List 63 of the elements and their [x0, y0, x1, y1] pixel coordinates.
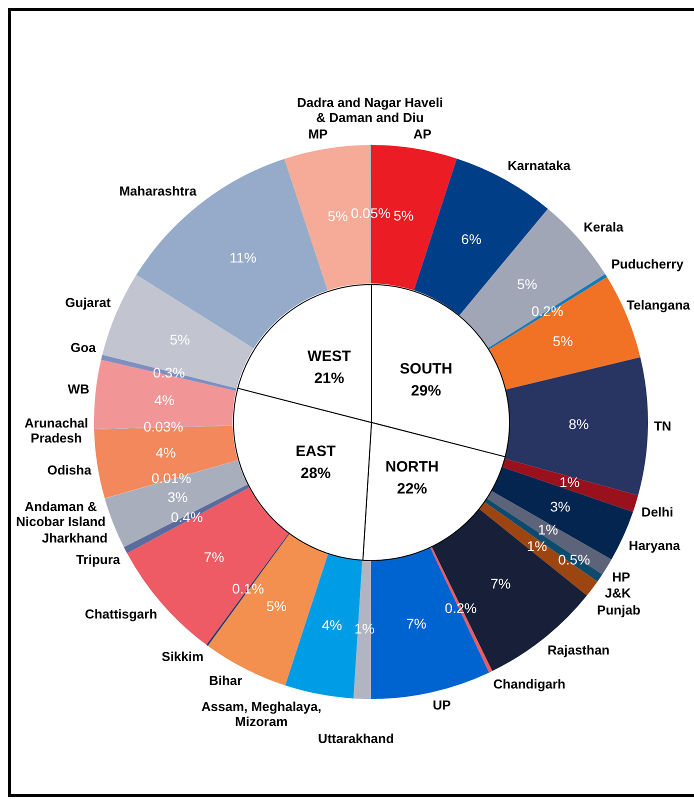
data-label: 28% [300, 464, 330, 482]
slice-label: Telangana [626, 298, 691, 313]
slice-label: WB [68, 381, 90, 396]
slice-label: Punjab [597, 602, 640, 618]
slice-label: Kerala [584, 219, 624, 234]
slice-label: Tripura [76, 552, 121, 568]
data-label: 3% [550, 498, 570, 515]
data-label: 5% [170, 331, 190, 348]
data-label: 5% [393, 208, 414, 224]
slice-label: MP [308, 126, 328, 142]
data-label: 4% [156, 444, 176, 461]
data-label: 5% [328, 208, 348, 224]
data-label: 0.2% [531, 303, 564, 320]
slice-label: Assam, Meghalaya, Mizoram [201, 699, 322, 730]
data-label: 0.03% [143, 418, 184, 434]
slice-label: Bihar [208, 673, 242, 688]
slice-label: UP [432, 697, 452, 712]
slice-label: Sikkim [162, 649, 204, 664]
slice-label: Chattisgarh [84, 606, 158, 622]
slice-label: Goa [70, 340, 97, 355]
data-label: 21% [314, 370, 344, 387]
data-label: 22% [396, 480, 427, 497]
slice-label: Uttarakhand [318, 730, 394, 746]
slice-label: SOUTH [399, 360, 452, 377]
data-label: 6% [461, 230, 482, 247]
slice-label: Arunachal Pradesh [24, 415, 88, 446]
slice-label: Delhi [641, 504, 674, 520]
data-label: 5% [516, 276, 538, 292]
data-label: 5% [552, 333, 573, 350]
data-label: 1% [526, 538, 548, 554]
slice-label: Dadra and Nagar Haveli & Daman and Diu [297, 95, 443, 126]
data-label: 7% [490, 575, 511, 592]
data-label: 7% [406, 616, 426, 632]
data-label: 0.4% [170, 509, 203, 526]
slice-label: AP [413, 126, 432, 142]
data-label: 1% [538, 522, 558, 538]
data-label: 4% [322, 616, 342, 633]
slice-label: Haryana [628, 538, 681, 553]
data-label: 4% [154, 392, 174, 408]
slice-label: J&K [604, 585, 632, 600]
slice-label: Chandigarh [493, 676, 566, 692]
slice-label: Maharashtra [119, 183, 198, 198]
data-label: 0.5% [558, 551, 590, 568]
slice-label: Jharkhand [42, 530, 108, 546]
slice-label: EAST [295, 442, 336, 460]
data-label: 29% [410, 382, 441, 399]
slice-label: HP [612, 569, 630, 584]
data-label: 5% [266, 598, 287, 614]
data-label: 8% [568, 416, 589, 432]
slice-label: Rajasthan [547, 642, 610, 658]
slice-label: Odisha [47, 462, 92, 478]
slice-label: Gujarat [65, 295, 112, 310]
slice-label: TN [654, 418, 672, 434]
data-label: 3% [168, 488, 188, 505]
slice-label: Karnataka [508, 158, 572, 174]
slice-label: Andaman & Nicobar Island [16, 499, 106, 530]
data-label: 7% [204, 548, 224, 565]
data-label: 11% [229, 249, 256, 266]
data-label: 1% [559, 474, 580, 490]
slice-label: Puducherry [611, 256, 684, 272]
slice-label: WEST [307, 348, 350, 365]
slice-label: NORTH [384, 458, 438, 475]
data-label: 0.05% [350, 205, 391, 222]
